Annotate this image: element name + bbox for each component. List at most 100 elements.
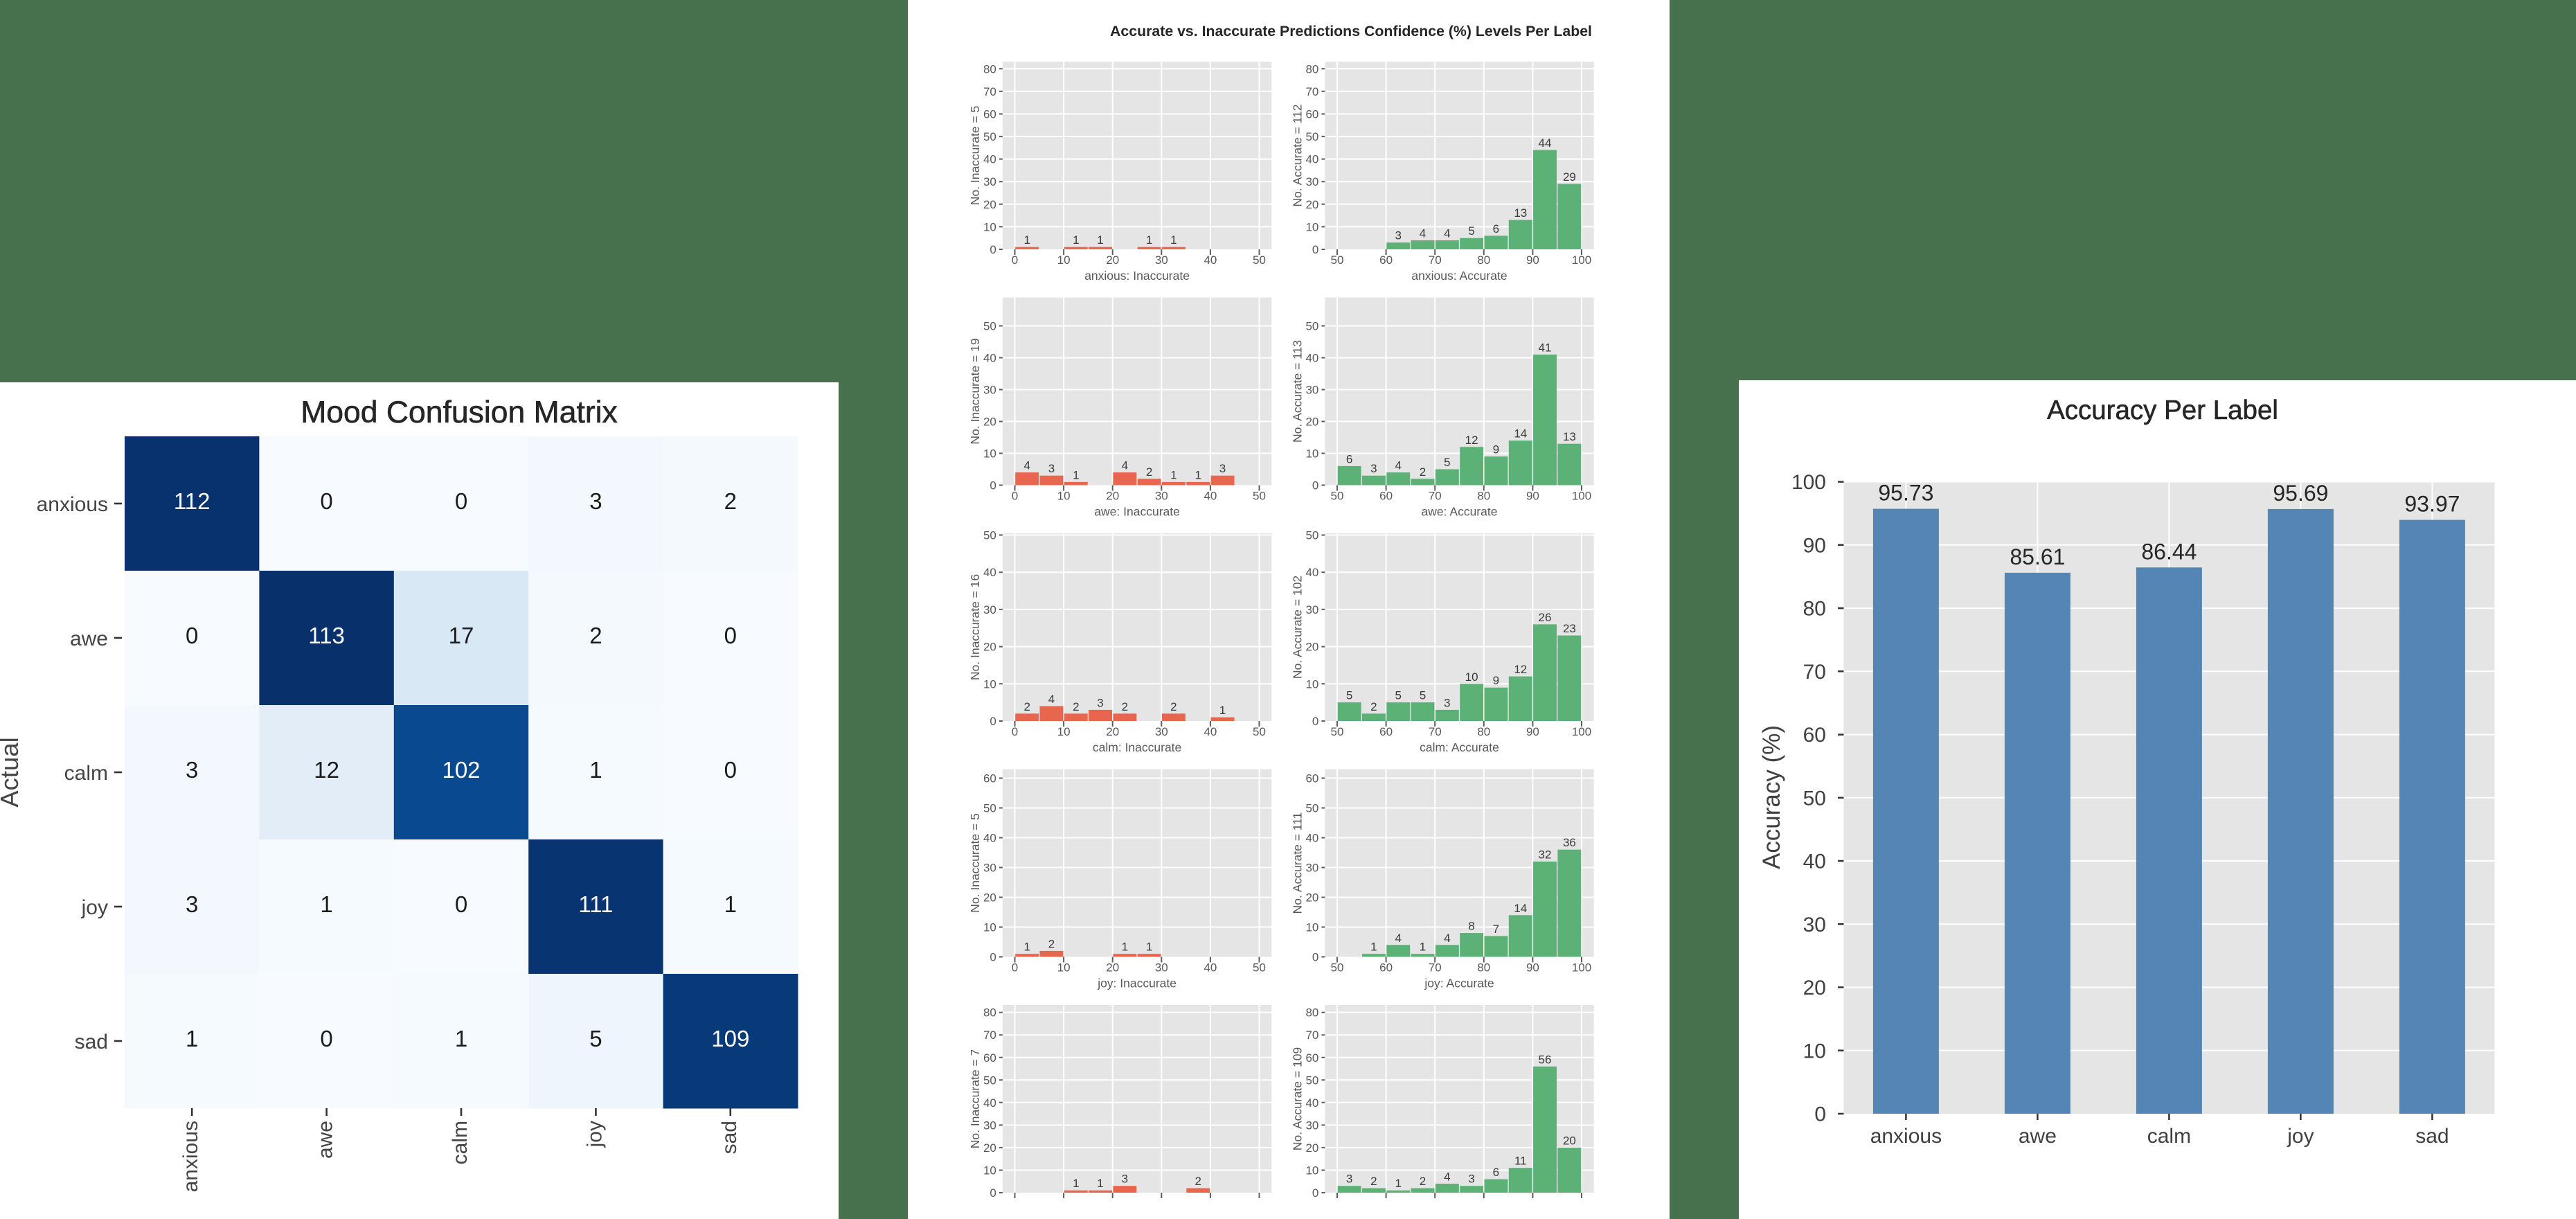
svg-text:5: 5 [1444, 456, 1450, 469]
svg-text:40: 40 [1305, 832, 1318, 845]
svg-text:12: 12 [1514, 663, 1527, 676]
svg-text:joy: joy [583, 1121, 606, 1148]
svg-text:1: 1 [1146, 233, 1152, 247]
svg-text:40: 40 [983, 352, 996, 365]
svg-text:60: 60 [1379, 490, 1393, 503]
svg-text:Accuracy (%): Accuracy (%) [1758, 725, 1785, 869]
svg-text:No. Inaccurate = 5: No. Inaccurate = 5 [968, 106, 982, 206]
svg-text:1: 1 [1395, 1177, 1401, 1190]
svg-text:80: 80 [1477, 961, 1490, 975]
svg-text:3: 3 [186, 757, 198, 783]
svg-text:0: 0 [1312, 951, 1318, 964]
svg-text:2: 2 [1073, 700, 1079, 713]
svg-text:10: 10 [1465, 670, 1478, 684]
svg-text:102: 102 [442, 757, 480, 783]
svg-text:joy: joy [81, 896, 108, 919]
svg-text:20: 20 [1803, 977, 1826, 999]
svg-text:10: 10 [983, 677, 996, 691]
svg-text:9: 9 [1493, 674, 1499, 687]
svg-text:3: 3 [1048, 462, 1055, 475]
svg-text:10: 10 [1057, 961, 1071, 975]
svg-text:20: 20 [1305, 1141, 1318, 1155]
svg-text:2: 2 [1420, 1175, 1426, 1188]
svg-text:0: 0 [1012, 253, 1018, 267]
svg-text:4: 4 [1444, 227, 1450, 240]
svg-text:60: 60 [983, 1051, 996, 1065]
svg-text:50: 50 [1305, 529, 1318, 542]
svg-text:No. Accurate = 109: No. Accurate = 109 [1290, 1047, 1304, 1150]
svg-text:80: 80 [1477, 253, 1490, 267]
svg-text:40: 40 [1305, 153, 1318, 166]
svg-text:0: 0 [1814, 1103, 1826, 1126]
svg-text:10: 10 [983, 921, 996, 934]
svg-text:70: 70 [1305, 1029, 1318, 1042]
svg-text:5: 5 [1420, 689, 1426, 702]
svg-text:50: 50 [1305, 130, 1318, 143]
svg-text:joy: joy [2287, 1125, 2314, 1148]
svg-text:50: 50 [983, 802, 996, 815]
svg-text:30: 30 [1155, 961, 1168, 975]
svg-text:0: 0 [455, 891, 467, 917]
svg-text:12: 12 [1465, 434, 1478, 447]
svg-text:30: 30 [1155, 725, 1168, 738]
svg-text:80: 80 [983, 1006, 996, 1020]
svg-text:50: 50 [1803, 787, 1826, 810]
svg-text:No. Accurate = 112: No. Accurate = 112 [1290, 104, 1304, 206]
svg-text:111: 111 [578, 891, 613, 917]
svg-text:2: 2 [1370, 700, 1377, 713]
svg-text:awe: Accurate: awe: Accurate [1422, 505, 1498, 519]
svg-text:4: 4 [1444, 1171, 1450, 1184]
svg-text:90: 90 [1803, 534, 1826, 557]
svg-text:70: 70 [1305, 85, 1318, 98]
svg-text:100: 100 [1572, 490, 1591, 503]
svg-text:1: 1 [1370, 941, 1377, 954]
svg-text:100: 100 [1572, 961, 1591, 975]
svg-text:No. Accurate = 102: No. Accurate = 102 [1290, 576, 1304, 679]
svg-text:10: 10 [1803, 1040, 1826, 1062]
svg-text:2: 2 [1195, 1175, 1201, 1188]
svg-text:1: 1 [1023, 941, 1030, 954]
svg-text:5: 5 [1395, 689, 1401, 702]
svg-text:10: 10 [1305, 1164, 1318, 1177]
svg-text:No. Accurate = 113: No. Accurate = 113 [1290, 340, 1304, 443]
svg-text:3: 3 [1468, 1173, 1474, 1186]
svg-text:40: 40 [1204, 961, 1217, 975]
svg-text:sad: sad [75, 1031, 108, 1053]
svg-text:100: 100 [1791, 471, 1826, 494]
svg-text:1: 1 [1122, 941, 1128, 954]
svg-text:20: 20 [983, 641, 996, 654]
svg-text:2: 2 [1170, 700, 1177, 713]
svg-text:2: 2 [1146, 465, 1152, 479]
svg-text:80: 80 [1477, 725, 1490, 738]
svg-text:40: 40 [983, 153, 996, 166]
svg-text:3: 3 [186, 891, 198, 917]
svg-text:93.97: 93.97 [2404, 492, 2460, 517]
svg-text:2: 2 [1370, 1175, 1377, 1188]
svg-text:5: 5 [1468, 224, 1474, 238]
svg-text:5: 5 [1346, 689, 1352, 702]
svg-text:13: 13 [1563, 430, 1576, 443]
svg-text:1: 1 [186, 1026, 198, 1051]
svg-text:40: 40 [1803, 851, 1826, 873]
svg-text:17: 17 [449, 623, 474, 648]
svg-text:32: 32 [1539, 848, 1552, 861]
svg-text:50: 50 [983, 130, 996, 143]
svg-text:56: 56 [1539, 1053, 1552, 1066]
svg-text:10: 10 [1057, 253, 1071, 267]
svg-text:4: 4 [1420, 227, 1426, 240]
svg-text:1: 1 [1170, 233, 1177, 247]
svg-text:calm: Accurate: calm: Accurate [1420, 740, 1499, 754]
svg-text:50: 50 [1305, 1074, 1318, 1087]
svg-text:4: 4 [1023, 459, 1030, 472]
svg-text:50: 50 [1253, 253, 1266, 267]
svg-text:40: 40 [1204, 725, 1217, 738]
svg-text:1: 1 [1195, 468, 1201, 481]
svg-text:awe: awe [70, 628, 108, 650]
svg-text:40: 40 [1305, 566, 1318, 579]
svg-text:4: 4 [1122, 459, 1128, 472]
svg-text:29: 29 [1563, 170, 1576, 184]
svg-text:80: 80 [1477, 490, 1490, 503]
svg-text:0: 0 [455, 488, 467, 514]
svg-text:20: 20 [983, 198, 996, 211]
svg-text:40: 40 [1204, 253, 1217, 267]
